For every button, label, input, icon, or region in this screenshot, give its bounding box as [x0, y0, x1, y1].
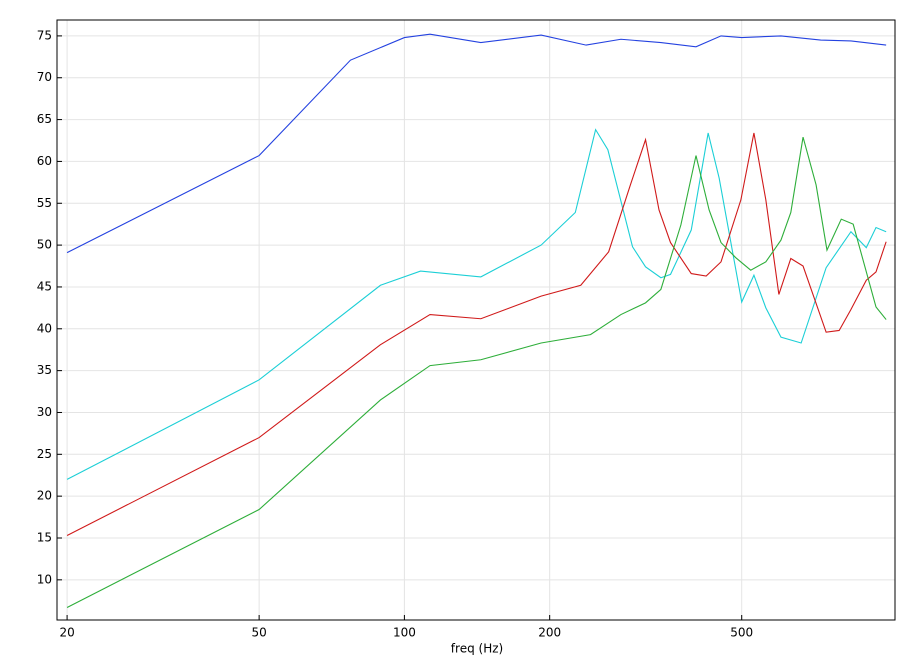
- x-tick-label: 200: [538, 626, 561, 640]
- y-tick-label: 75: [37, 28, 52, 42]
- x-tick-label: 50: [251, 626, 266, 640]
- x-tick-label: 500: [730, 626, 753, 640]
- y-tick-label: 60: [37, 154, 52, 168]
- series-line: [66, 128, 887, 480]
- series-line: [66, 33, 887, 254]
- y-tick-label: 65: [37, 112, 52, 126]
- y-tick-label: 30: [37, 405, 52, 419]
- y-tick-label: 40: [37, 321, 52, 335]
- y-tick-label: 35: [37, 363, 52, 377]
- x-axis-label: freq (Hz): [451, 642, 503, 656]
- x-tick-label: 20: [59, 626, 74, 640]
- y-tick-label: 20: [37, 489, 52, 503]
- y-tick-label: 15: [37, 530, 52, 544]
- y-tick-label: 70: [37, 70, 52, 84]
- y-tick-label: 10: [37, 572, 52, 586]
- x-tick-label: 100: [393, 626, 416, 640]
- y-tick-label: 55: [37, 196, 52, 210]
- y-tick-label: 25: [37, 447, 52, 461]
- plot-frame: [56, 19, 896, 621]
- series-line: [66, 132, 887, 536]
- y-tick-label: 45: [37, 279, 52, 293]
- series-line: [66, 137, 887, 608]
- y-tick-label: 50: [37, 238, 52, 252]
